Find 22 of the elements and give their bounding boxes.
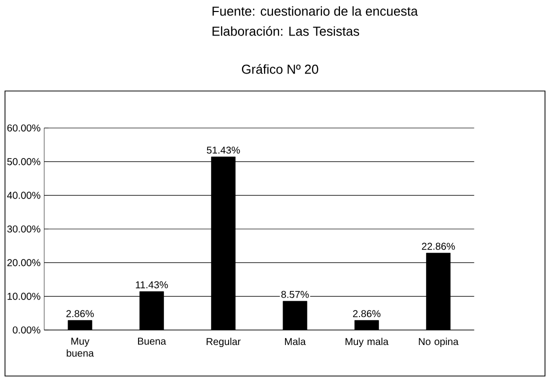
source-note: Fuente: cuestionario de la encuesta <box>212 6 418 16</box>
x-tick-label: Muy buena <box>66 338 94 357</box>
y-tick-label: 30.00% <box>7 225 40 233</box>
data-label: 2.86% <box>353 310 380 318</box>
y-tick-label: 40.00% <box>7 192 40 199</box>
text: Elaboración: Las Tesistas <box>212 26 360 36</box>
data-label: 51.43% <box>206 146 240 154</box>
y-tick-label: 10.00% <box>8 292 40 300</box>
y-tick-label: 50.00% <box>7 158 40 166</box>
x-tick-label: Buena <box>138 338 166 345</box>
data-label: 22.86% <box>422 242 455 250</box>
data-label: 2.86% <box>66 310 94 318</box>
data-label: 11.43% <box>136 281 168 288</box>
data-label: 8.57% <box>281 290 309 298</box>
chart-title: Gráfico Nº 20 <box>242 64 318 74</box>
x-tick-label: Mala <box>285 338 306 346</box>
x-tick-label: Regular <box>206 338 241 348</box>
x-tick-label: Muy mala <box>346 338 389 348</box>
y-tick-label: 60.00% <box>7 124 40 132</box>
y-tick-label: 20.00% <box>7 259 40 266</box>
y-tick-label: 0.00% <box>12 326 40 334</box>
x-tick-label: No opina <box>418 338 459 348</box>
